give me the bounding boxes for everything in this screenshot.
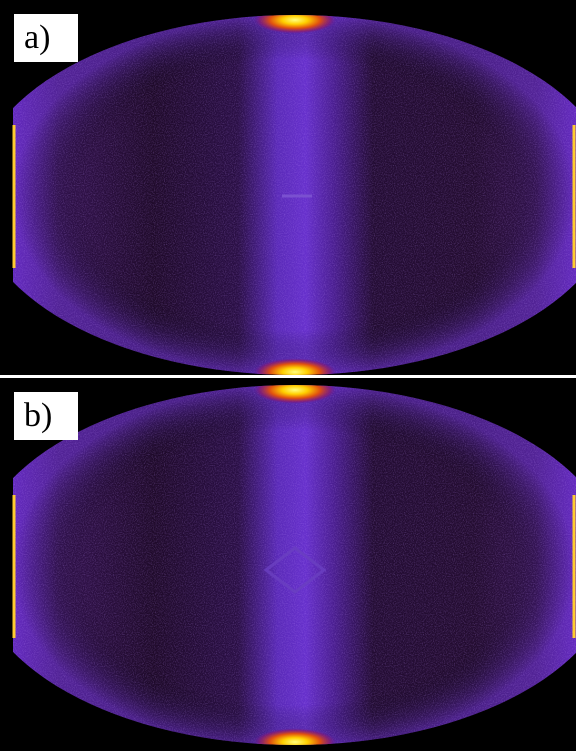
feature	[263, 546, 327, 594]
label-box	[14, 14, 78, 62]
panel-label: a)	[24, 19, 50, 56]
hot-spot	[253, 728, 337, 745]
panel-label: b)	[24, 397, 52, 434]
hot-spot	[253, 385, 337, 404]
hot-spot	[253, 358, 337, 375]
hot-spot	[253, 15, 337, 34]
label-box	[14, 392, 78, 440]
map-noise	[13, 385, 576, 745]
panel-b: b)	[0, 378, 576, 751]
panel-a: a)	[0, 0, 576, 375]
